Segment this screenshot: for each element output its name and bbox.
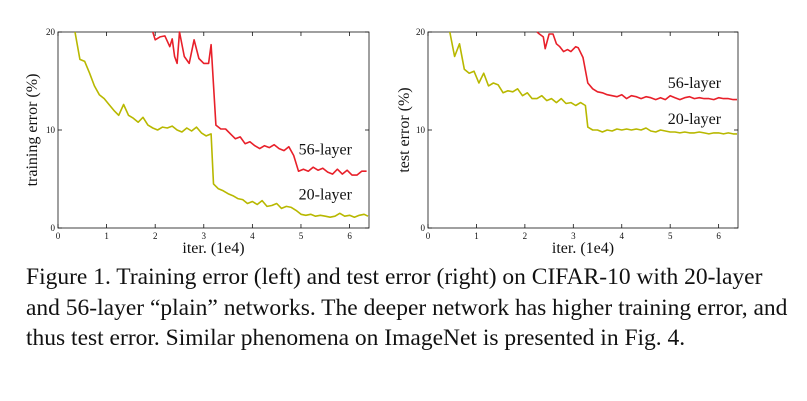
x-tick-label: 2 xyxy=(523,231,528,241)
y-axis-label: test error (%) xyxy=(396,87,413,172)
y-tick-label: 0 xyxy=(51,223,56,233)
x-tick-label: 5 xyxy=(299,231,304,241)
series-line-56-layer xyxy=(536,31,737,101)
chart-panel-1: 0 1 2 3 4 5 6 0 10 20 iter. (1e4) test error (%) 56-… xyxy=(396,27,739,257)
x-tick-label: 1 xyxy=(104,231,109,241)
x-tick-label: 3 xyxy=(202,231,207,241)
series-line-20-layer xyxy=(449,31,737,135)
x-tick-label: 2 xyxy=(153,231,158,241)
series-label-56-layer: 56-layer xyxy=(668,75,722,92)
y-tick-label: 10 xyxy=(416,125,426,135)
x-tick-label: 4 xyxy=(250,231,255,241)
series-label-56-layer: 56-layer xyxy=(299,142,353,159)
series-label-20-layer: 20-layer xyxy=(668,111,722,128)
x-tick-label: 0 xyxy=(56,231,61,241)
x-tick-label: 1 xyxy=(474,231,479,241)
x-tick-label: 4 xyxy=(620,231,625,241)
y-tick-label: 0 xyxy=(421,223,426,233)
x-axis-label: iter. (1e4) xyxy=(552,240,614,257)
y-tick-label: 10 xyxy=(46,125,56,135)
series-line-56-layer xyxy=(152,31,367,176)
x-tick-label: 3 xyxy=(571,231,576,241)
series-line-20-layer xyxy=(74,31,369,218)
x-axis-label: iter. (1e4) xyxy=(182,240,244,257)
x-tick-label: 5 xyxy=(668,231,673,241)
chart-panel-0: 0 1 2 3 4 5 6 0 10 20 iter. (1e4) training error (%… xyxy=(24,27,370,257)
y-tick-label: 20 xyxy=(416,27,426,37)
series-label-20-layer: 20-layer xyxy=(299,187,353,204)
y-tick-label: 20 xyxy=(46,27,56,37)
x-tick-label: 6 xyxy=(716,231,721,241)
figure-caption: Figure 1. Training error (left) and test… xyxy=(26,264,788,351)
y-axis-label: training error (%) xyxy=(24,74,41,187)
x-tick-label: 0 xyxy=(426,231,431,241)
x-tick-label: 6 xyxy=(347,231,352,241)
